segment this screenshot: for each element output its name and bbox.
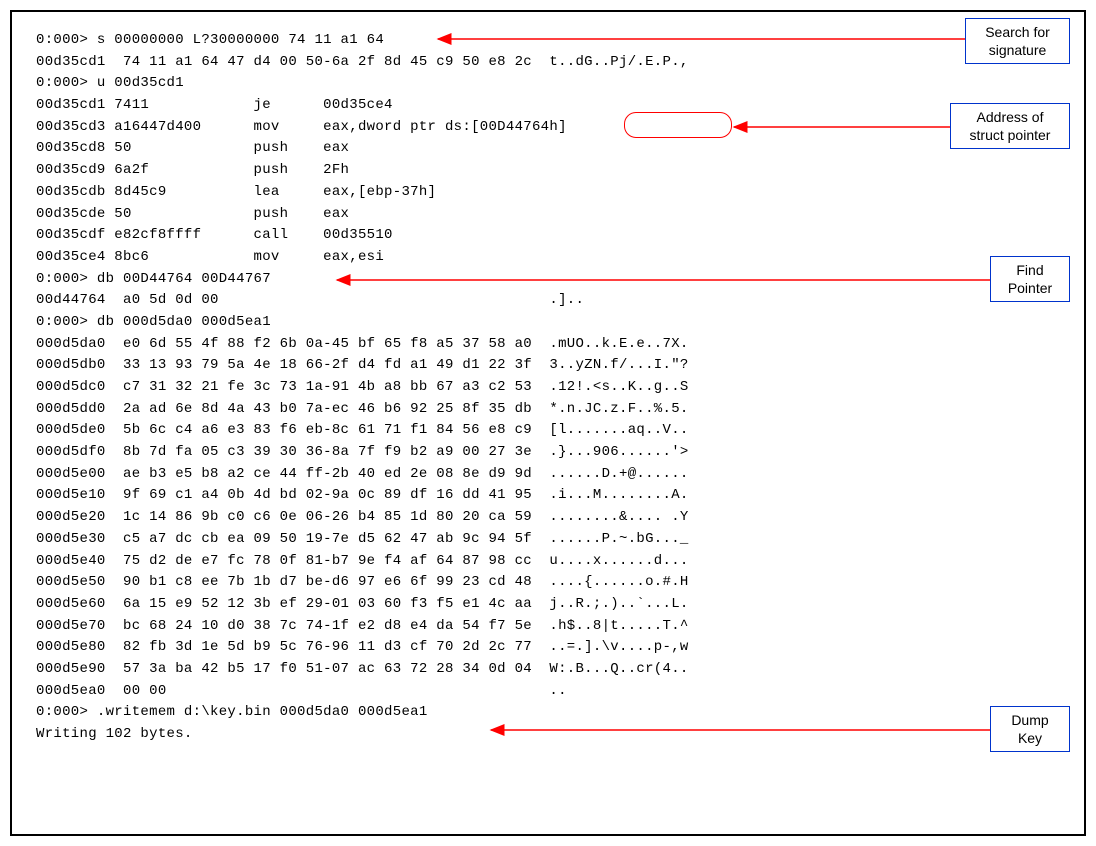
callout-address-struct-pointer: Address of struct pointer	[950, 103, 1070, 149]
console-line: 00d35cdb 8d45c9 lea eax,[ebp-37h]	[36, 182, 1060, 204]
console-line: 000d5e20 1c 14 86 9b c0 c6 0e 06-26 b4 8…	[36, 507, 1060, 529]
console-line: 00d35cd1 74 11 a1 64 47 d4 00 50-6a 2f 8…	[36, 52, 1060, 74]
console-line: 000d5da0 e0 6d 55 4f 88 f2 6b 0a-45 bf 6…	[36, 334, 1060, 356]
console-line: 0:000> db 00D44764 00D44767	[36, 269, 1060, 291]
console-line: 00d35cd8 50 push eax	[36, 138, 1060, 160]
console-line: 00d35cd1 7411 je 00d35ce4	[36, 95, 1060, 117]
console-line: 000d5e40 75 d2 de e7 fc 78 0f 81-b7 9e f…	[36, 551, 1060, 573]
callout-text: struct pointer	[959, 126, 1061, 144]
console-line: 00d35cde 50 push eax	[36, 204, 1060, 226]
callout-text: Dump	[999, 711, 1061, 729]
console-line: 0:000> s 00000000 L?30000000 74 11 a1 64	[36, 30, 1060, 52]
debugger-output-frame: 0:000> s 00000000 L?30000000 74 11 a1 64…	[10, 10, 1086, 836]
console-line: Writing 102 bytes.	[36, 724, 1060, 746]
console-line: 0:000> u 00d35cd1	[36, 73, 1060, 95]
console-line: 000d5e00 ae b3 e5 b8 a2 ce 44 ff-2b 40 e…	[36, 464, 1060, 486]
console-line: 000d5dc0 c7 31 32 21 fe 3c 73 1a-91 4b a…	[36, 377, 1060, 399]
callout-text: signature	[974, 41, 1061, 59]
console-line: 00d44764 a0 5d 0d 00 .]..	[36, 290, 1060, 312]
console-line: 000d5db0 33 13 93 79 5a 4e 18 66-2f d4 f…	[36, 355, 1060, 377]
console-line: 00d35cd3 a16447d400 mov eax,dword ptr ds…	[36, 117, 1060, 139]
console-line: 00d35cd9 6a2f push 2Fh	[36, 160, 1060, 182]
console-line: 000d5e80 82 fb 3d 1e 5d b9 5c 76-96 11 d…	[36, 637, 1060, 659]
console-line: 000d5e60 6a 15 e9 52 12 3b ef 29-01 03 6…	[36, 594, 1060, 616]
console-line: 000d5dd0 2a ad 6e 8d 4a 43 b0 7a-ec 46 b…	[36, 399, 1060, 421]
console-line: 000d5e70 bc 68 24 10 d0 38 7c 74-1f e2 d…	[36, 616, 1060, 638]
console-line: 000d5df0 8b 7d fa 05 c3 39 30 36-8a 7f f…	[36, 442, 1060, 464]
callout-text: Search for	[974, 23, 1061, 41]
callout-dump-key: Dump Key	[990, 706, 1070, 752]
console-output: 0:000> s 00000000 L?30000000 74 11 a1 64…	[36, 30, 1060, 746]
callout-text: Find	[999, 261, 1061, 279]
callout-text: Address of	[959, 108, 1061, 126]
callout-search-signature: Search for signature	[965, 18, 1070, 64]
console-line: 000d5e90 57 3a ba 42 b5 17 f0 51-07 ac 6…	[36, 659, 1060, 681]
console-line: 000d5de0 5b 6c c4 a6 e3 83 f6 eb-8c 61 7…	[36, 420, 1060, 442]
console-line: 000d5e50 90 b1 c8 ee 7b 1b d7 be-d6 97 e…	[36, 572, 1060, 594]
callout-text: Pointer	[999, 279, 1061, 297]
console-line: 00d35cdf e82cf8ffff call 00d35510	[36, 225, 1060, 247]
console-line: 000d5e10 9f 69 c1 a4 0b 4d bd 02-9a 0c 8…	[36, 485, 1060, 507]
console-line: 0:000> db 000d5da0 000d5ea1	[36, 312, 1060, 334]
callout-text: Key	[999, 729, 1061, 747]
console-line: 000d5e30 c5 a7 dc cb ea 09 50 19-7e d5 6…	[36, 529, 1060, 551]
console-line: 000d5ea0 00 00 ..	[36, 681, 1060, 703]
console-line: 00d35ce4 8bc6 mov eax,esi	[36, 247, 1060, 269]
callout-find-pointer: Find Pointer	[990, 256, 1070, 302]
console-line: 0:000> .writemem d:\key.bin 000d5da0 000…	[36, 702, 1060, 724]
